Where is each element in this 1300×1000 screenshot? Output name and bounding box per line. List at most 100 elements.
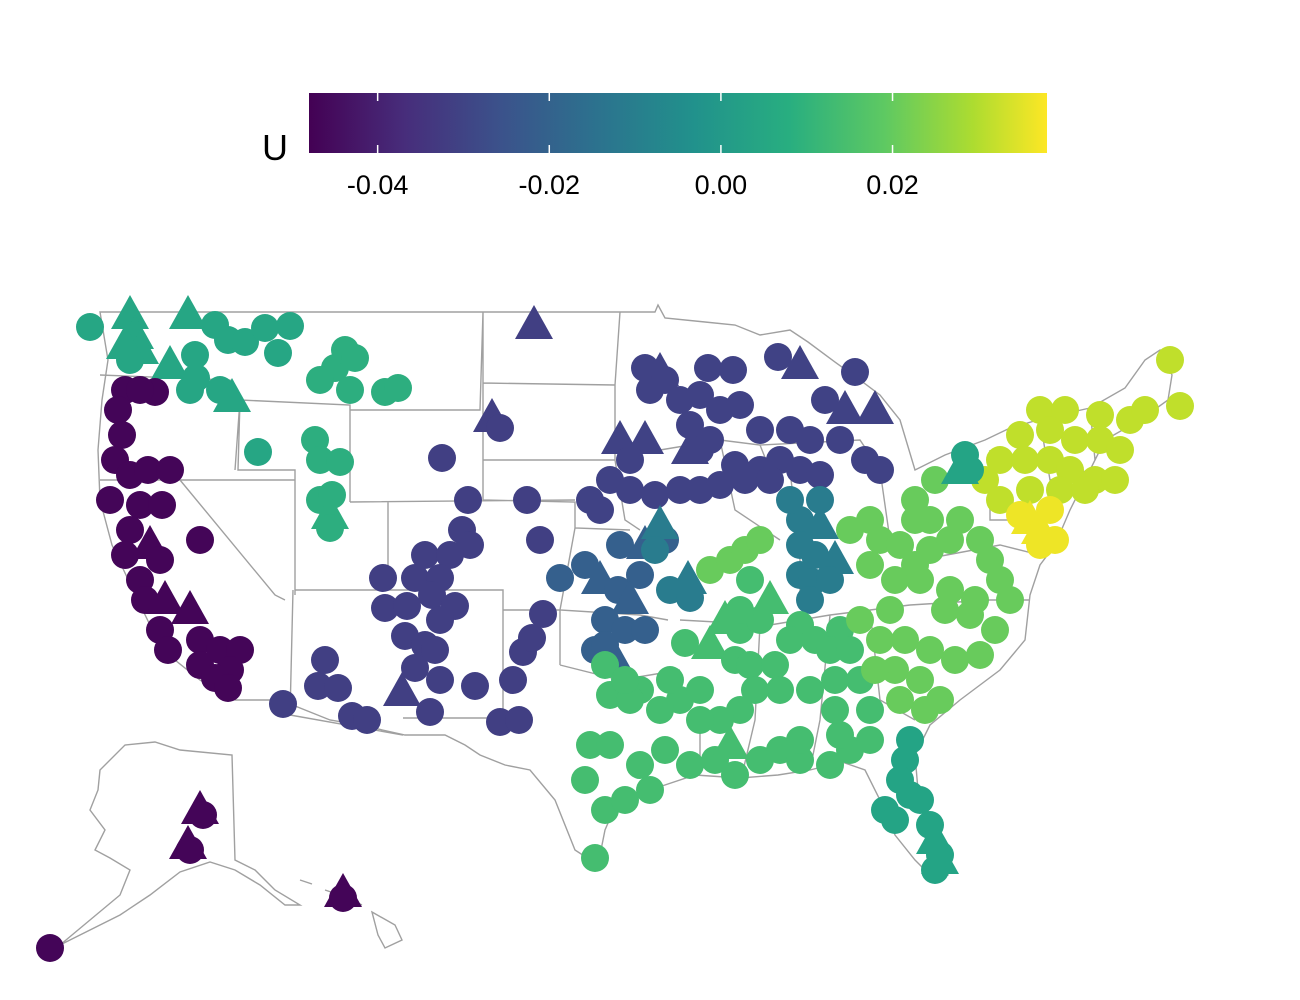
circle-marker: [1101, 466, 1129, 494]
legend-title: U: [262, 127, 288, 168]
circle-marker: [264, 339, 292, 367]
circle-marker: [731, 466, 759, 494]
circle-marker: [946, 506, 974, 534]
triangle-marker: [151, 345, 189, 379]
circle-marker: [316, 514, 344, 542]
circle-marker: [96, 486, 124, 514]
circle-marker: [176, 836, 204, 864]
triangle-marker: [691, 625, 729, 659]
circle-marker: [981, 616, 1009, 644]
circle-marker: [856, 696, 884, 724]
circle-marker: [686, 706, 714, 734]
circle-marker: [941, 646, 969, 674]
circle-marker: [906, 566, 934, 594]
circle-marker: [796, 676, 824, 704]
circle-marker: [336, 376, 364, 404]
circle-marker: [806, 486, 834, 514]
triangle-marker: [601, 420, 639, 454]
circle-marker: [371, 594, 399, 622]
circle-marker: [324, 674, 352, 702]
triangle-marker: [171, 590, 209, 624]
circle-marker: [134, 456, 162, 484]
legend-tick-label: -0.02: [519, 170, 581, 200]
triangle-marker: [921, 840, 959, 874]
circle-marker: [369, 564, 397, 592]
triangle-marker: [213, 378, 251, 412]
circle-marker: [986, 446, 1014, 474]
circle-marker: [1026, 531, 1054, 559]
circle-marker: [591, 631, 619, 659]
circle-marker: [1016, 476, 1044, 504]
circle-marker: [766, 676, 794, 704]
circle-marker: [856, 551, 884, 579]
circle-marker: [756, 466, 784, 494]
circle-marker: [856, 726, 884, 754]
circle-marker: [826, 721, 854, 749]
circle-marker: [816, 566, 844, 594]
circle-marker: [311, 646, 339, 674]
circle-marker: [499, 666, 527, 694]
circle-marker: [806, 461, 834, 489]
circle-marker: [596, 731, 624, 759]
circle-marker: [776, 486, 804, 514]
circle-marker: [1131, 396, 1159, 424]
circle-marker: [816, 751, 844, 779]
circle-marker: [513, 486, 541, 514]
triangle-marker: [801, 505, 839, 539]
circle-marker: [318, 481, 346, 509]
circle-marker: [1071, 476, 1099, 504]
circle-marker: [886, 686, 914, 714]
circle-marker: [776, 626, 804, 654]
triangle-marker: [146, 580, 184, 614]
circle-marker: [706, 471, 734, 499]
circle-marker: [1006, 501, 1034, 529]
circle-marker: [816, 636, 844, 664]
circle-marker: [626, 751, 654, 779]
circle-marker: [1006, 421, 1034, 449]
circle-marker: [186, 526, 214, 554]
circle-marker: [454, 486, 482, 514]
triangle-marker: [383, 672, 421, 706]
circle-marker: [761, 651, 789, 679]
circle-marker: [181, 341, 209, 369]
circle-marker: [1086, 401, 1114, 429]
circle-marker: [796, 426, 824, 454]
circle-marker: [416, 698, 444, 726]
circle-marker: [306, 366, 334, 394]
circle-marker: [916, 636, 944, 664]
circle-marker: [631, 616, 659, 644]
circle-marker: [721, 761, 749, 789]
circle-marker: [886, 531, 914, 559]
circle-marker: [326, 448, 354, 476]
circle-marker: [418, 581, 446, 609]
circle-marker: [764, 343, 792, 371]
circle-marker: [116, 516, 144, 544]
circle-marker: [694, 354, 722, 382]
circle-marker: [686, 436, 714, 464]
triangle-marker: [515, 305, 553, 339]
circle-marker: [401, 654, 429, 682]
circle-marker: [146, 546, 174, 574]
circle-marker: [505, 706, 533, 734]
circle-marker: [881, 566, 909, 594]
circle-marker: [269, 690, 297, 718]
circle-marker: [676, 411, 704, 439]
circle-marker: [436, 541, 464, 569]
circle-marker: [671, 629, 699, 657]
circle-marker: [891, 626, 919, 654]
circle-marker: [646, 696, 674, 724]
circle-marker: [576, 731, 604, 759]
circle-marker: [796, 586, 824, 614]
circle-marker: [956, 601, 984, 629]
circle-marker: [401, 564, 429, 592]
circle-marker: [786, 746, 814, 774]
circle-marker: [901, 506, 929, 534]
circle-marker: [676, 751, 704, 779]
triangle-marker: [626, 420, 664, 454]
circle-marker: [611, 666, 639, 694]
circle-marker: [626, 561, 654, 589]
circle-marker: [1011, 446, 1039, 474]
circle-marker: [341, 344, 369, 372]
circle-marker: [126, 376, 154, 404]
